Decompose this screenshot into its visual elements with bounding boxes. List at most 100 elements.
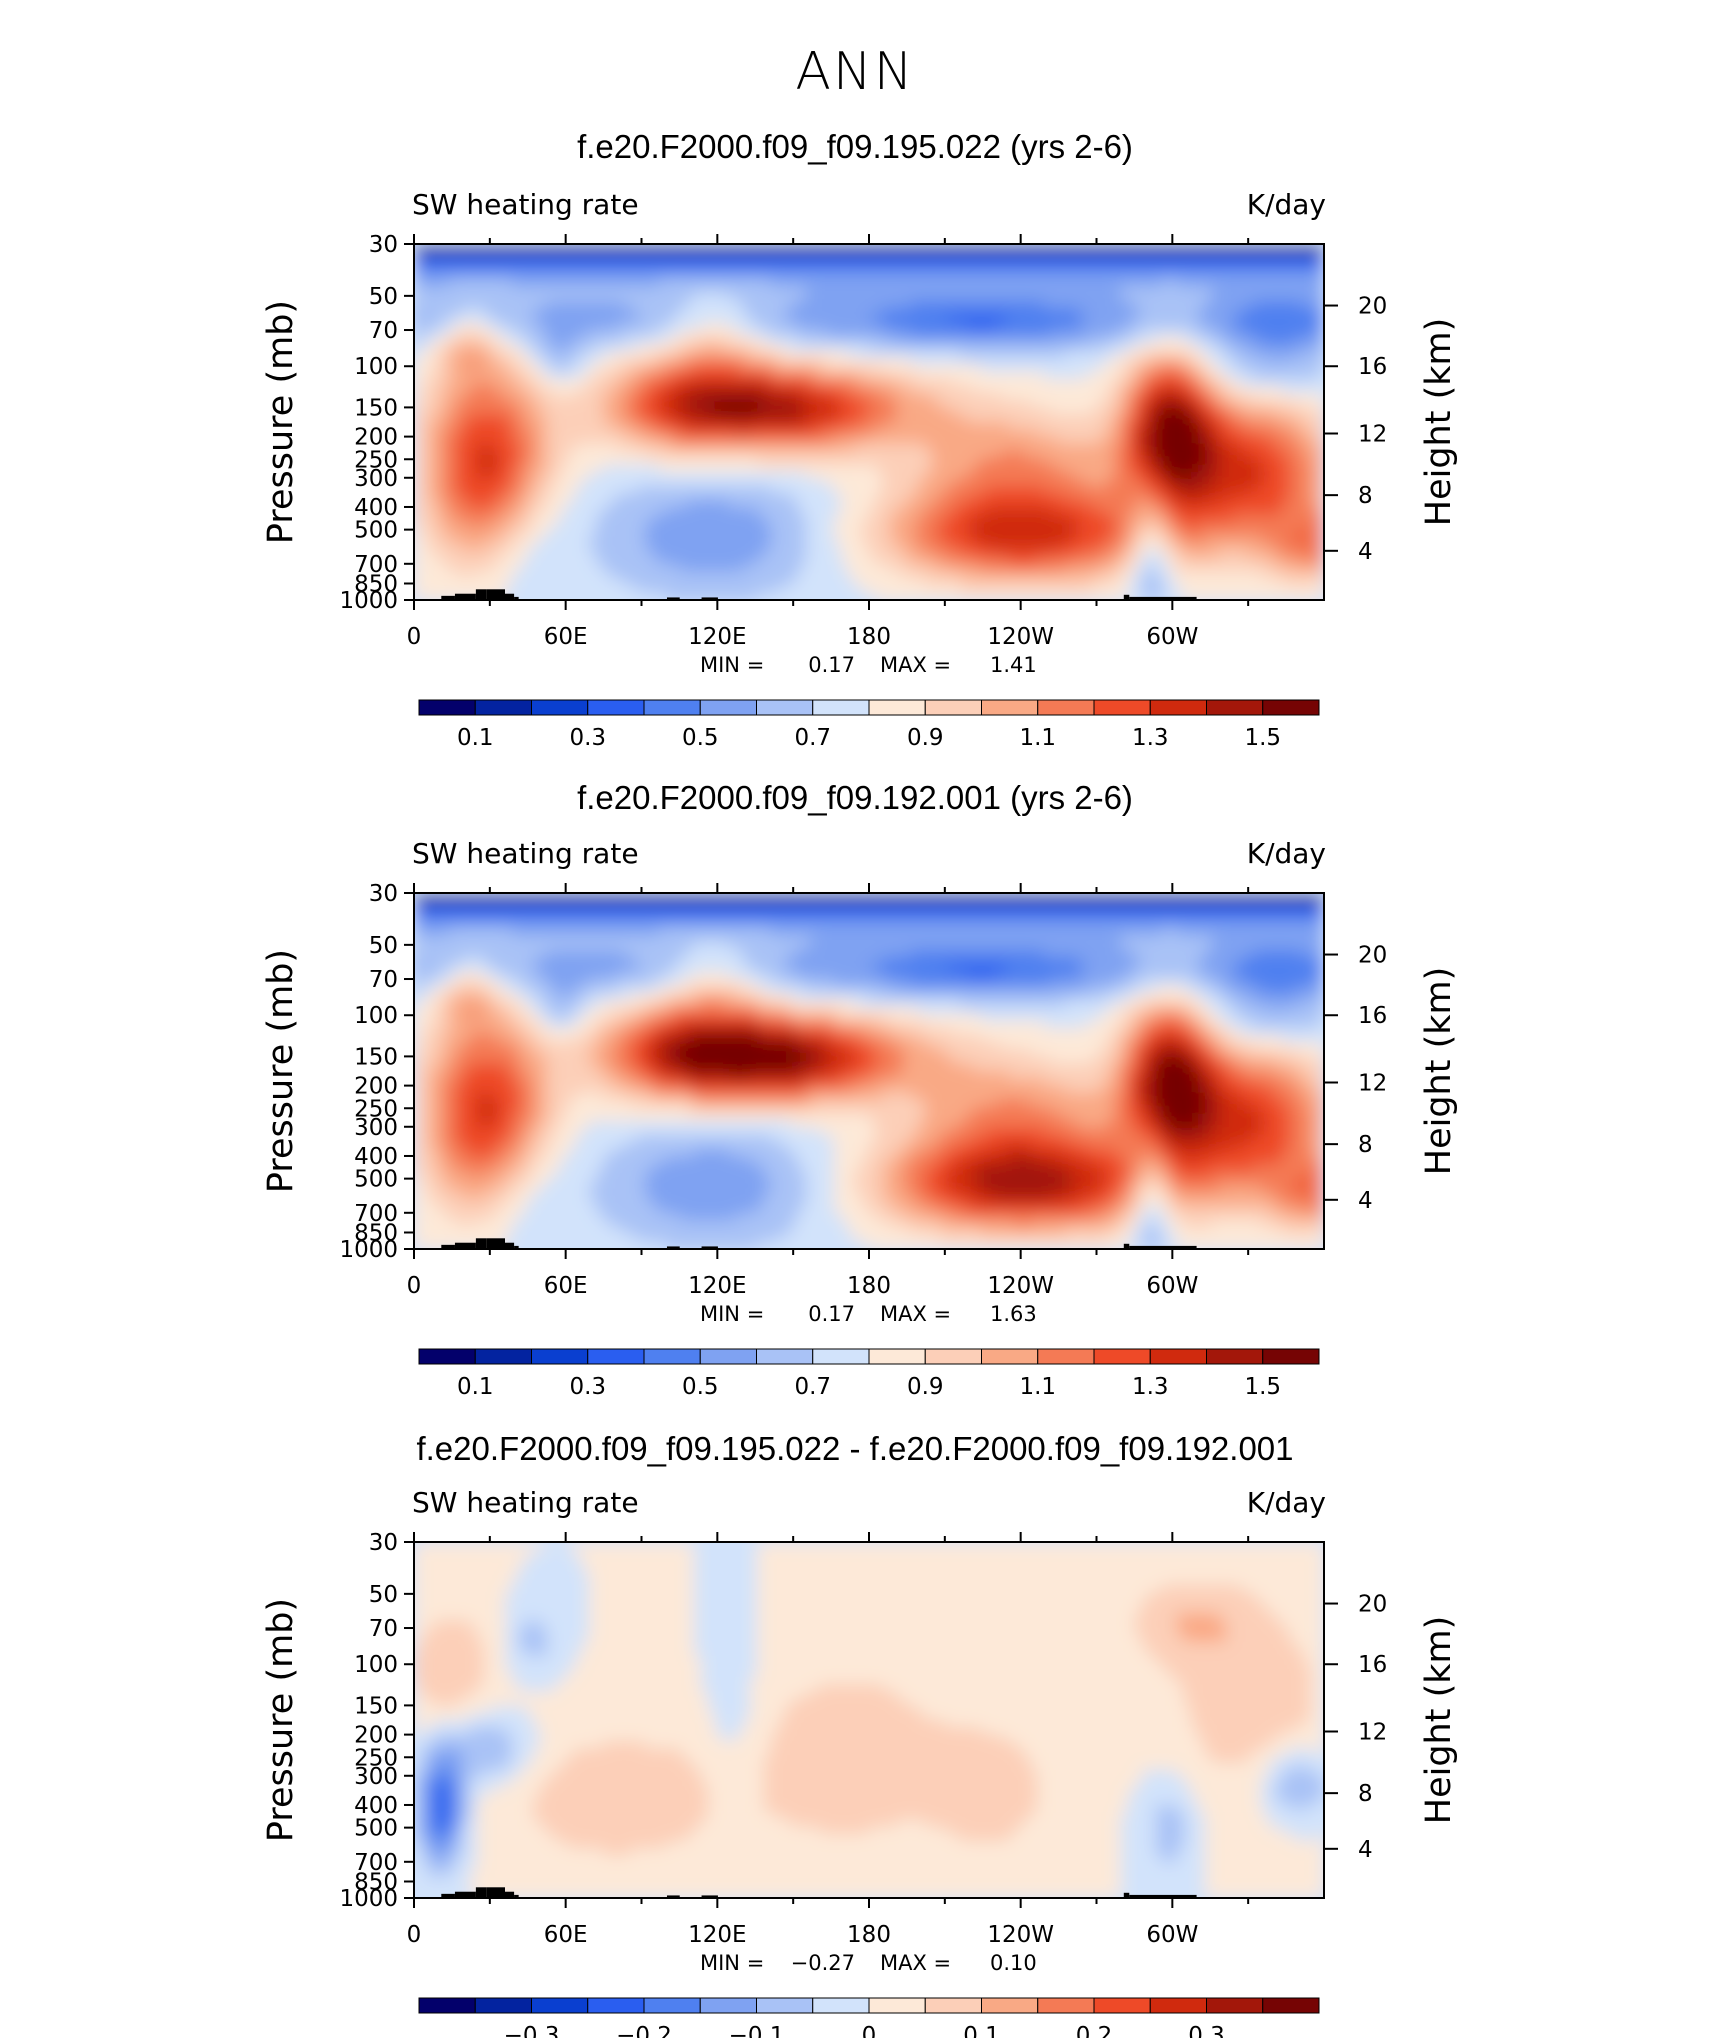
field-cell [456,308,464,316]
field-cell [1219,379,1227,387]
field-cell [1303,379,1311,387]
field-cell [456,414,464,423]
field-cell [540,507,548,516]
field-cell [1170,265,1178,274]
field-cell [820,478,828,487]
field-cell [862,457,870,466]
field-cell [1296,414,1304,423]
field-cell [1254,486,1262,494]
field-cell [1135,386,1143,395]
field-cell [799,279,807,288]
field-cell [848,329,856,338]
field-cell [946,293,954,302]
field-cell [449,244,457,252]
field-cell [1149,500,1157,509]
field-cell [988,471,996,480]
field-cell [526,265,534,274]
field-cell [701,400,709,409]
field-cell [463,457,471,466]
field-cell [1268,386,1276,395]
field-cell [974,464,982,473]
field-cell [953,272,961,281]
field-cell [792,244,800,252]
field-cell [680,244,688,252]
field-cell [596,493,604,501]
field-cell [1170,429,1178,437]
field-cell [1051,300,1059,309]
field-cell [848,372,856,380]
field-cell [1205,357,1213,366]
field-cell [442,279,450,288]
field-cell [743,436,751,444]
field-cell [421,265,429,274]
field-cell [932,343,940,352]
field-cell [981,293,989,302]
field-cell [1289,464,1297,473]
field-cell [1128,258,1136,266]
field-cell [568,251,576,259]
field-cell [463,244,471,252]
field-cell [1198,279,1206,288]
field-cell [1002,422,1010,430]
field-cell [701,450,709,459]
field-cell [673,279,681,288]
field-cell [540,386,548,395]
field-cell [918,315,926,323]
field-cell [911,457,919,466]
field-cell [533,315,541,323]
field-cell [1149,272,1157,281]
field-cell [1051,244,1059,252]
field-cell [694,493,702,501]
field-cell [855,429,863,437]
field-cell [1079,450,1087,459]
field-cell [1058,386,1066,395]
field-cell [1212,436,1220,444]
field-cell [1282,507,1290,516]
field-cell [1058,244,1066,252]
field-cell [442,372,450,380]
field-cell [1303,286,1311,295]
field-cell [974,293,982,302]
field-cell [505,244,513,252]
field-cell [799,450,807,459]
field-cell [855,422,863,430]
field-cell [722,315,730,323]
field-cell [694,471,702,480]
field-cell [645,372,653,380]
field-cell [834,436,842,444]
field-cell [1135,407,1143,416]
field-cell [897,258,905,266]
field-cell [1191,372,1199,380]
field-cell [582,336,590,345]
field-cell [505,450,513,459]
field-cell [1261,414,1269,423]
field-cell [743,258,751,266]
field-cell [1296,372,1304,380]
field-cell [484,507,492,516]
field-cell [1296,350,1304,359]
field-cell [463,315,471,323]
field-cell [1079,400,1087,409]
field-cell [463,436,471,444]
field-cell [680,350,688,359]
field-cell [477,514,485,523]
field-cell [862,407,870,416]
field-cell [1191,357,1199,366]
field-cell [1114,471,1122,480]
field-cell [1128,507,1136,516]
field-cell [477,279,485,288]
field-cell [708,379,716,387]
field-cell [484,272,492,281]
field-cell [540,393,548,402]
field-cell [596,393,604,402]
field-cell [519,322,527,331]
field-cell [883,414,891,423]
field-cell [645,400,653,409]
field-cell [897,486,905,494]
field-cell [918,372,926,380]
field-cell [519,379,527,387]
field-cell [463,450,471,459]
field-cell [575,514,583,523]
field-cell [561,457,569,466]
field-cell [1261,343,1269,352]
